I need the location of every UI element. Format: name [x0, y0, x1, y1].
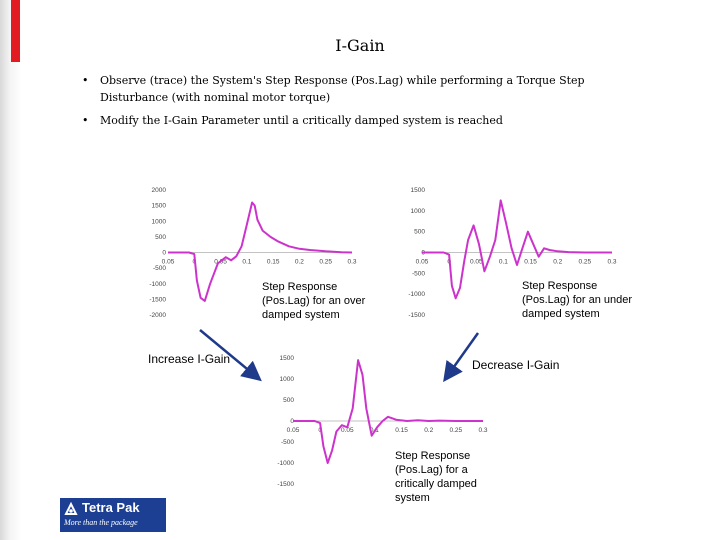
y-tick-label: -500	[281, 439, 294, 446]
x-tick-label: 0.3	[607, 259, 616, 266]
x-tick-label: 0.2	[295, 259, 304, 266]
y-tick-label: -1000	[149, 281, 166, 288]
x-tick-label: 0.05	[287, 427, 300, 434]
x-tick-label: 0.3	[347, 259, 356, 266]
bullet-item: Modify the I-Gain Parameter until a crit…	[82, 112, 642, 129]
x-tick-label: 0.25	[450, 427, 463, 434]
y-tick-label: 500	[155, 234, 166, 241]
caption-under-damped: Step Response (Pos.Lag) for an under dam…	[522, 280, 633, 320]
x-tick-label: 0.05	[341, 427, 354, 434]
logo-tagline: More than the package	[64, 518, 138, 527]
x-tick-label: 0.2	[553, 259, 562, 266]
y-tick-label: -1000	[277, 460, 294, 467]
y-tick-label: 1500	[411, 187, 426, 194]
y-tick-label: 1500	[280, 355, 295, 362]
bullet-item: Observe (trace) the System's Step Respon…	[82, 72, 642, 106]
x-tick-label: 0.25	[579, 259, 592, 266]
x-tick-label: 0.15	[395, 427, 408, 434]
y-tick-label: 0	[290, 418, 294, 425]
y-tick-label: -1000	[408, 291, 425, 298]
y-tick-label: 1000	[280, 376, 295, 383]
y-tick-label: -500	[412, 270, 425, 277]
y-tick-label: 1000	[411, 208, 426, 215]
tetra-pak-logo: Tetra Pak More than the package	[60, 498, 166, 532]
y-tick-label: -2000	[149, 312, 166, 319]
x-tick-label: 0.1	[499, 259, 508, 266]
decrease-arrow	[443, 332, 480, 383]
y-tick-label: -1500	[149, 296, 166, 303]
x-tick-label: 0.15	[524, 259, 537, 266]
caption-over-damped: Step Response (Pos.Lag) for an over damp…	[262, 281, 366, 321]
x-tick-label: 0.2	[424, 427, 433, 434]
x-tick-label: 0.15	[267, 259, 280, 266]
x-tick-label: 0.05	[162, 259, 175, 266]
x-tick-label: 0.1	[242, 259, 251, 266]
step-response-trace	[422, 199, 612, 300]
y-tick-label: 500	[283, 397, 294, 404]
slide-title: I-Gain	[335, 36, 385, 55]
step-response-trace	[168, 201, 353, 302]
left-decorative-bar	[0, 0, 22, 540]
y-tick-label: 1000	[152, 218, 167, 225]
x-tick-label: 0.05	[470, 259, 483, 266]
bullet-list: Observe (trace) the System's Step Respon…	[82, 72, 642, 135]
y-tick-label: 0	[162, 250, 166, 257]
step-response-trace	[293, 359, 483, 464]
y-tick-label: -500	[153, 265, 166, 272]
x-tick-label: 0.25	[319, 259, 332, 266]
increase-i-gain-label: Increase I-Gain	[148, 352, 231, 366]
y-tick-label: -1500	[408, 312, 425, 319]
y-tick-label: 500	[414, 229, 425, 236]
caption-critically-damped: Step Response (Pos.Lag) for a critically…	[395, 450, 477, 504]
x-tick-label: 0.3	[478, 427, 487, 434]
increase-arrow	[199, 329, 262, 382]
y-tick-label: 1500	[152, 203, 167, 210]
tetra-pak-mark-icon	[64, 502, 78, 515]
red-accent-stripe	[11, 0, 20, 62]
y-tick-label: 2000	[152, 187, 167, 194]
decrease-i-gain-label: Decrease I-Gain	[472, 358, 560, 372]
x-tick-label: 0.05	[416, 259, 429, 266]
y-tick-label: -1500	[277, 481, 294, 488]
logo-name: Tetra Pak	[82, 500, 140, 515]
